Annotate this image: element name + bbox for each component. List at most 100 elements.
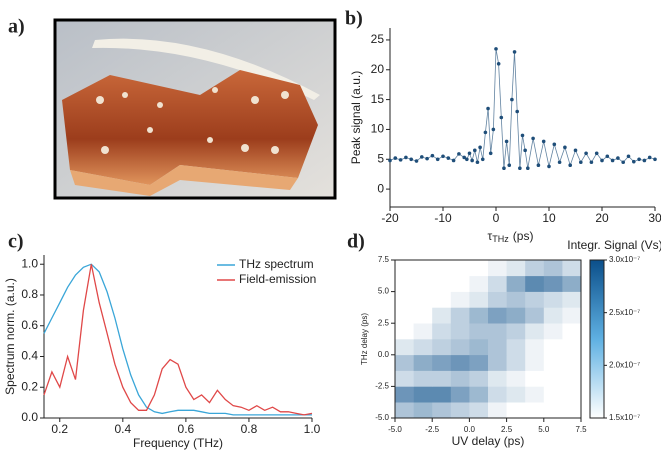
panel-label: c) xyxy=(8,231,24,253)
heatmap-cell xyxy=(506,354,526,371)
heatmap-cell xyxy=(525,370,545,387)
x-tick-label: 0.2 xyxy=(51,422,68,436)
data-point xyxy=(420,155,424,159)
heatmap-cell xyxy=(506,307,526,324)
y-tick-label: 7.5 xyxy=(378,255,390,264)
heatmap-cell xyxy=(450,339,470,356)
photo xyxy=(53,18,337,200)
heatmap-cell xyxy=(543,354,563,371)
heatmap-cell xyxy=(543,386,563,403)
heatmap-cell xyxy=(450,402,470,419)
x-axis-label-symbol: τ xyxy=(488,229,493,243)
heatmap-cell xyxy=(506,386,526,403)
y-tick-label: 0.0 xyxy=(378,350,390,359)
heatmap-cell xyxy=(413,402,433,419)
heatmap-cell xyxy=(488,354,507,371)
x-axis-label: Frequency (THz) xyxy=(133,436,223,450)
y-axis-label: Spectrum norm. (a.u.) xyxy=(3,278,17,395)
heatmap-cell xyxy=(413,370,433,387)
data-point xyxy=(610,158,615,163)
heatmap-cell xyxy=(469,260,489,277)
heatmap-cell xyxy=(562,260,582,277)
data-point xyxy=(541,139,546,144)
heatmap-cell xyxy=(469,339,489,356)
data-point xyxy=(488,151,493,156)
colorbar-tick-label: 2.5x10⁻⁷ xyxy=(609,308,640,317)
data-point xyxy=(653,157,657,162)
panel-label: d) xyxy=(347,231,365,253)
data-point xyxy=(446,156,451,160)
heatmap-cell xyxy=(506,275,526,292)
heatmap-cell xyxy=(525,386,545,403)
heatmap-cell xyxy=(432,402,452,419)
heatmap-cell xyxy=(450,370,470,387)
data-point xyxy=(637,157,641,162)
data-point xyxy=(441,154,445,159)
y-tick-label: 5 xyxy=(377,151,384,165)
heatmap-cell xyxy=(543,370,563,387)
data-point xyxy=(494,47,498,51)
x-axis-label: UV delay (ps) xyxy=(452,434,525,448)
heatmap-cell xyxy=(432,291,452,308)
series-line xyxy=(43,264,313,416)
heatmap-cell xyxy=(450,260,470,277)
heatmap-cell xyxy=(432,370,452,387)
x-tick-label: -20 xyxy=(381,211,399,225)
heatmap-cell xyxy=(562,275,582,292)
y-tick-label: 25 xyxy=(371,32,385,46)
data-point xyxy=(579,160,583,165)
heatmap-cell xyxy=(562,386,582,403)
data-point xyxy=(621,160,625,165)
heatmap-cell xyxy=(506,402,526,419)
x-tick-label: 20 xyxy=(595,211,609,225)
data-point xyxy=(507,163,512,168)
heatmap-cell xyxy=(525,323,545,340)
data-point xyxy=(478,145,482,150)
heatmap-cell xyxy=(488,307,507,324)
y-tick-label: 10 xyxy=(371,122,385,136)
data-point xyxy=(523,148,527,153)
data-point xyxy=(594,151,599,156)
data-point xyxy=(605,154,610,159)
heatmap-cell xyxy=(543,402,563,419)
data-point xyxy=(465,157,469,162)
data-point xyxy=(520,133,525,138)
heatmap-cell xyxy=(525,402,545,419)
heatmap-cell xyxy=(543,291,563,308)
data-point xyxy=(616,156,620,160)
heatmap-cell xyxy=(525,354,545,371)
heatmap-cell xyxy=(450,354,470,371)
data-point xyxy=(430,153,435,158)
heatmap-cell xyxy=(525,260,545,277)
data-point xyxy=(491,127,496,132)
heatmap-cell xyxy=(450,275,470,292)
heatmap-cell xyxy=(395,291,414,308)
heatmap-cell xyxy=(413,386,433,403)
heatmap-cell xyxy=(395,323,414,340)
heatmap-cell xyxy=(432,354,452,371)
data-point xyxy=(526,166,530,171)
heatmap-cell xyxy=(506,339,526,356)
y-tick-label: 1.0 xyxy=(21,256,38,270)
y-tick-label: 0.6 xyxy=(21,318,38,332)
heatmap-cell xyxy=(413,291,433,308)
heatmap-cell xyxy=(432,275,452,292)
x-tick-label: 7.5 xyxy=(575,425,587,434)
data-point xyxy=(404,155,408,160)
data-point xyxy=(600,158,604,163)
heatmap-cell xyxy=(432,386,452,403)
data-point xyxy=(457,152,461,156)
heatmap-cell xyxy=(562,339,582,356)
y-tick-label: 0.8 xyxy=(21,287,38,301)
x-axis-label-unit: (ps) xyxy=(513,229,534,243)
heatmap-cell xyxy=(450,386,470,403)
heatmap-cell xyxy=(488,323,507,340)
y-tick-label: 0.4 xyxy=(21,349,38,363)
heatmap-cell xyxy=(488,275,507,292)
data-point xyxy=(512,50,517,54)
x-tick-label: 30 xyxy=(648,211,661,225)
x-tick-label: 0.8 xyxy=(241,422,258,436)
data-point xyxy=(398,158,403,162)
data-point xyxy=(584,151,588,156)
